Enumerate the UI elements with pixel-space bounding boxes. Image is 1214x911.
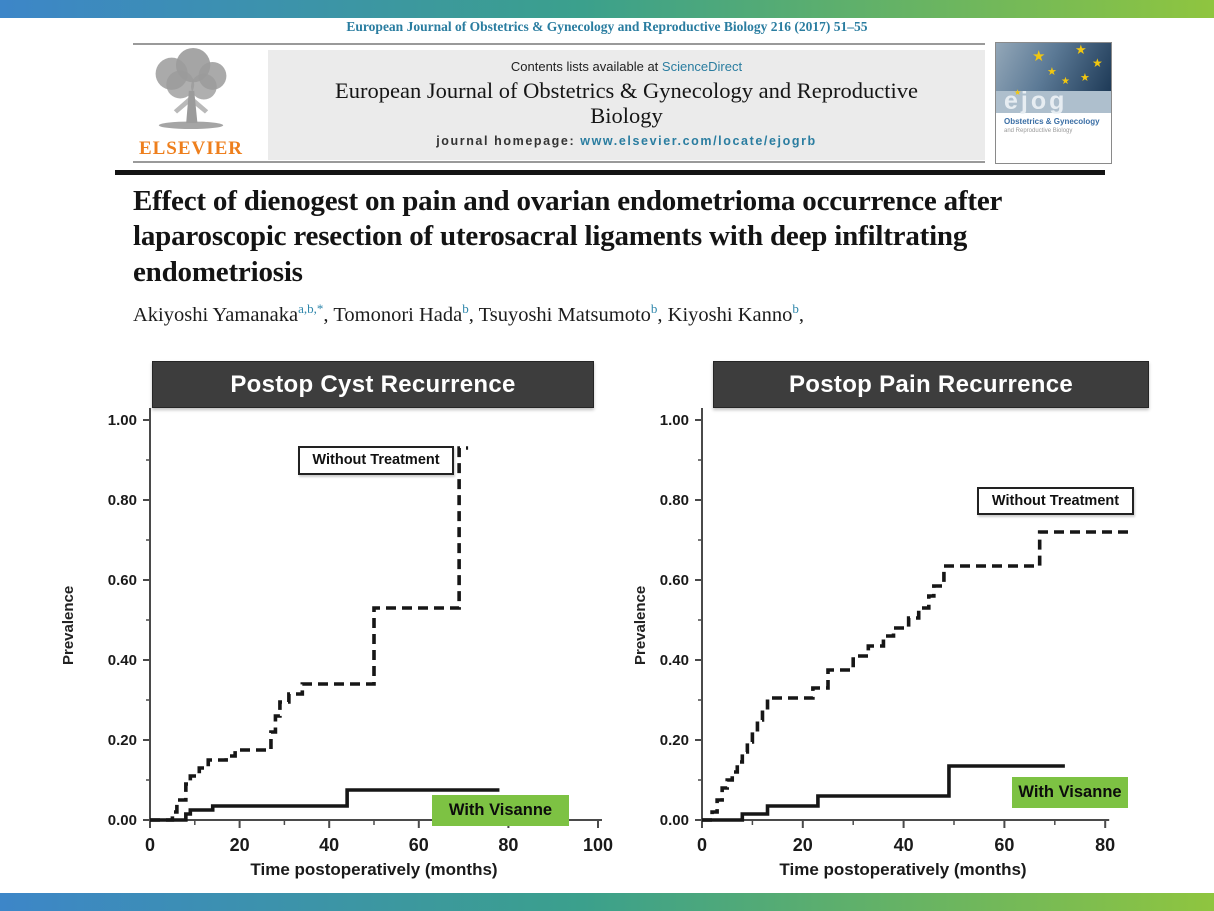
eu-star-icon: ★ (1092, 56, 1103, 70)
with-visanne-label: With Visanne (432, 795, 569, 826)
cover-subtitle-2: and Reproductive Biology (1004, 128, 1073, 134)
svg-text:0.20: 0.20 (660, 732, 689, 749)
homepage-line: journal homepage: www.elsevier.com/locat… (268, 134, 985, 148)
eu-star-icon: ★ (1075, 42, 1087, 57)
article-divider-rule (115, 170, 1105, 175)
masthead-top-rule (133, 43, 985, 45)
without-treatment-label: Without Treatment (977, 487, 1134, 515)
author-name: Tomonori Hada (333, 303, 463, 326)
top-gradient-bar (0, 0, 1214, 18)
svg-text:80: 80 (1095, 835, 1115, 855)
contents-line-prefix: Contents lists available at (510, 59, 662, 74)
author-superscript: b (462, 301, 469, 316)
homepage-url-link[interactable]: www.elsevier.com/locate/ejogrb (580, 134, 817, 149)
svg-text:0.60: 0.60 (108, 572, 137, 589)
svg-text:20: 20 (230, 835, 250, 855)
svg-text:0.80: 0.80 (660, 492, 689, 509)
cyst-chart-title: Postop Cyst Recurrence (152, 361, 594, 408)
cover-band (996, 91, 1111, 113)
svg-text:1.00: 1.00 (660, 412, 689, 429)
masthead-bottom-rule (133, 161, 985, 163)
svg-text:0.00: 0.00 (108, 812, 137, 829)
svg-text:1.00: 1.00 (108, 412, 137, 429)
author-superscript: b (792, 301, 799, 316)
svg-text:0.60: 0.60 (660, 572, 689, 589)
eu-star-icon: ★ (1032, 48, 1046, 65)
bottom-gradient-bar (0, 893, 1214, 911)
cover-subtitle: Obstetrics & Gynecology (1004, 117, 1100, 126)
pain-chart-xlabel: Time postoperatively (months) (779, 860, 1027, 879)
svg-text:60: 60 (994, 835, 1014, 855)
svg-text:0.00: 0.00 (660, 812, 689, 829)
masthead-box: Contents lists available at ScienceDirec… (268, 50, 985, 160)
sciencedirect-link[interactable]: ScienceDirect (661, 59, 743, 74)
svg-text:40: 40 (894, 835, 914, 855)
svg-text:80: 80 (498, 835, 518, 855)
svg-text:0.40: 0.40 (108, 652, 137, 669)
author-superscript: a,b,* (298, 301, 324, 316)
homepage-prefix: journal homepage: (436, 134, 581, 149)
svg-text:60: 60 (409, 835, 429, 855)
author-name: Akiyoshi Yamanaka (133, 303, 299, 326)
cover-image (996, 43, 1111, 91)
svg-text:0.20: 0.20 (108, 732, 137, 749)
without-treatment-label: Without Treatment (298, 446, 454, 475)
eu-star-icon: ★ (1080, 72, 1090, 84)
eu-star-icon: ★ (1047, 66, 1057, 78)
svg-text:0: 0 (145, 835, 155, 855)
author-name: Tsuyoshi Matsumoto (478, 303, 651, 326)
article-title: Effect of dienogest on pain and ovarian … (133, 185, 1002, 288)
authors-line: Akiyoshi Yamanakaa,b,*, Tomonori Hadab, … (133, 301, 804, 326)
svg-text:20: 20 (793, 835, 813, 855)
svg-text:0.80: 0.80 (108, 492, 137, 509)
journal-cover-thumbnail: ★ ★ ★ ★ ★ ★ ★ ejog Obstetrics & Gynecolo… (995, 42, 1112, 164)
elsevier-logo: ELSEVIER (128, 48, 254, 160)
cyst-chart-xlabel: Time postoperatively (months) (250, 860, 498, 879)
author-name: Kiyoshi Kanno (667, 303, 793, 326)
journal-citation: European Journal of Obstetrics & Gynecol… (346, 19, 868, 34)
cyst-chart-ylabel: Prevalence (60, 585, 77, 665)
pain-chart-ylabel: Prevalence (632, 585, 649, 665)
svg-text:0.40: 0.40 (660, 652, 689, 669)
with-visanne-label: With Visanne (1012, 777, 1128, 808)
pain-chart-title: Postop Pain Recurrence (713, 361, 1149, 408)
elsevier-tree-icon (155, 48, 227, 130)
svg-text:100: 100 (583, 835, 613, 855)
eu-star-icon: ★ (1014, 88, 1022, 97)
eu-star-icon: ★ (1061, 76, 1070, 87)
cyst-recurrence-chart: 0.00 0.20 0.40 0.60 0.80 1.00 0 20 40 60 80 100 (108, 408, 613, 855)
masthead-journal-title: European Journal of Obstetrics & Gynecol… (335, 78, 918, 129)
cover-ejog-logo: ejog (1004, 87, 1068, 115)
svg-text:40: 40 (319, 835, 339, 855)
elsevier-wordmark: ELSEVIER (138, 138, 244, 159)
author-superscript: b (650, 301, 658, 316)
svg-text:0: 0 (697, 835, 707, 855)
contents-line: Contents lists available at ScienceDirec… (268, 59, 985, 74)
